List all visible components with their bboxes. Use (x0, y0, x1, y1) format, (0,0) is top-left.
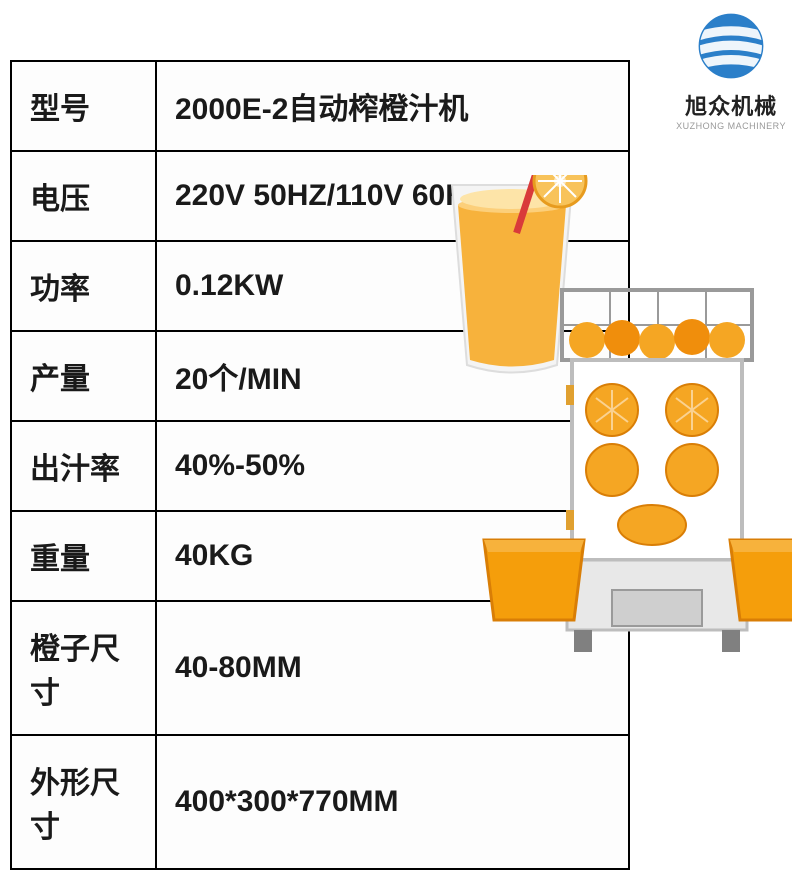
spec-value: 2000E-2自动榨橙汁机 (156, 61, 629, 151)
spec-label: 外形尺寸 (11, 735, 156, 869)
spec-label: 橙子尺寸 (11, 601, 156, 735)
brand-block: 旭众机械 XUZHONG MACHINERY (676, 10, 786, 131)
brand-name-en: XUZHONG MACHINERY (676, 121, 786, 131)
spec-label: 电压 (11, 151, 156, 241)
table-row: 型号 2000E-2自动榨橙汁机 (11, 61, 629, 151)
spec-value: 400*300*770MM (156, 735, 629, 869)
table-row: 外形尺寸 400*300*770MM (11, 735, 629, 869)
spec-label: 产量 (11, 331, 156, 421)
product-illustration (432, 175, 792, 705)
brand-logo-icon (695, 10, 767, 82)
spec-label: 功率 (11, 241, 156, 331)
spec-label: 出汁率 (11, 421, 156, 511)
spec-label: 重量 (11, 511, 156, 601)
juice-glass-icon (452, 175, 586, 373)
brand-name-cn: 旭众机械 (676, 89, 786, 121)
spec-label: 型号 (11, 61, 156, 151)
